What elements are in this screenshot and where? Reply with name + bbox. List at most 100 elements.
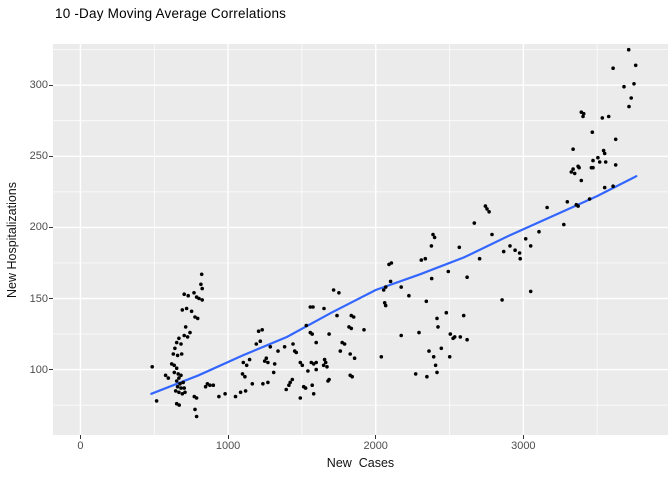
data-point <box>579 178 584 183</box>
data-point <box>447 355 452 359</box>
data-point <box>342 342 347 346</box>
data-point <box>203 384 208 389</box>
data-point <box>197 296 201 301</box>
data-point <box>163 373 168 378</box>
x-tick-label: 2000 <box>363 440 388 452</box>
data-point <box>172 363 176 368</box>
data-point <box>429 276 434 281</box>
panel-background <box>53 44 668 435</box>
data-point <box>188 330 192 335</box>
data-point <box>180 308 185 312</box>
data-point <box>379 355 384 359</box>
y-tick-label: 250 <box>29 150 48 163</box>
data-point <box>461 313 466 318</box>
data-point <box>262 359 267 363</box>
data-point <box>587 197 592 201</box>
data-point <box>611 184 615 188</box>
data-point <box>173 346 177 351</box>
data-point <box>308 305 313 309</box>
data-point <box>601 148 606 153</box>
data-point <box>189 309 194 314</box>
data-point <box>177 403 181 407</box>
y-tick-mark <box>49 84 53 86</box>
data-point <box>325 365 329 369</box>
data-point <box>298 360 303 365</box>
data-point <box>627 104 631 109</box>
data-point <box>243 389 248 393</box>
data-point <box>186 293 190 298</box>
data-point <box>321 363 326 368</box>
data-point <box>241 360 246 365</box>
y-tick-label: 200 <box>29 221 48 234</box>
data-point <box>606 114 611 119</box>
data-point <box>632 82 636 86</box>
data-point <box>247 357 252 362</box>
data-point <box>176 372 180 376</box>
data-point <box>310 332 315 336</box>
data-point <box>431 355 436 359</box>
data-point <box>240 372 245 376</box>
data-point <box>254 342 259 346</box>
data-point <box>200 286 204 291</box>
data-point <box>250 382 255 386</box>
data-point <box>472 221 477 225</box>
data-point <box>501 249 506 254</box>
data-point <box>348 352 353 356</box>
data-point <box>266 360 270 365</box>
y-tick-mark <box>49 226 53 228</box>
data-point <box>174 366 179 371</box>
data-point <box>351 315 356 319</box>
data-point <box>571 147 575 151</box>
data-point <box>258 339 263 344</box>
data-point <box>626 47 631 52</box>
data-point <box>166 376 171 380</box>
x-tick-label: 3000 <box>511 440 536 452</box>
data-point <box>439 346 444 351</box>
data-point <box>591 158 595 163</box>
data-point <box>528 244 533 248</box>
data-point <box>311 305 315 309</box>
y-tick-mark <box>49 298 53 299</box>
data-point <box>174 340 179 345</box>
data-point <box>477 256 482 261</box>
data-point <box>193 407 197 412</box>
data-point <box>452 335 457 339</box>
data-point <box>199 282 203 287</box>
data-point <box>182 386 186 390</box>
x-tick-mark <box>375 435 377 439</box>
data-point <box>528 289 533 294</box>
data-point <box>577 165 581 170</box>
data-point <box>603 160 608 164</box>
data-point <box>581 111 586 116</box>
data-point <box>264 356 269 361</box>
data-point <box>181 380 185 385</box>
data-point <box>429 244 434 248</box>
data-point <box>483 204 488 208</box>
data-point <box>314 360 319 365</box>
data-point <box>291 342 295 346</box>
data-point <box>465 337 469 342</box>
x-tick-mark <box>227 435 229 439</box>
x-tick-mark <box>79 435 81 439</box>
data-point <box>427 349 431 353</box>
y-tick-label: 150 <box>29 292 48 305</box>
data-point <box>314 340 319 345</box>
data-point <box>458 335 463 339</box>
data-point <box>596 155 600 160</box>
data-point <box>217 394 221 399</box>
data-point <box>407 293 411 298</box>
data-point <box>238 390 243 395</box>
y-axis-title: New Hospitalizations <box>5 181 19 299</box>
data-point <box>569 170 574 174</box>
x-tick-label: 0 <box>77 440 84 452</box>
data-point <box>178 382 182 386</box>
data-point <box>288 380 292 385</box>
data-point <box>423 256 428 261</box>
data-point <box>435 316 439 321</box>
data-point <box>243 374 247 379</box>
data-point <box>602 185 607 190</box>
data-point <box>413 372 418 376</box>
data-point <box>211 383 216 388</box>
data-point <box>310 383 315 388</box>
